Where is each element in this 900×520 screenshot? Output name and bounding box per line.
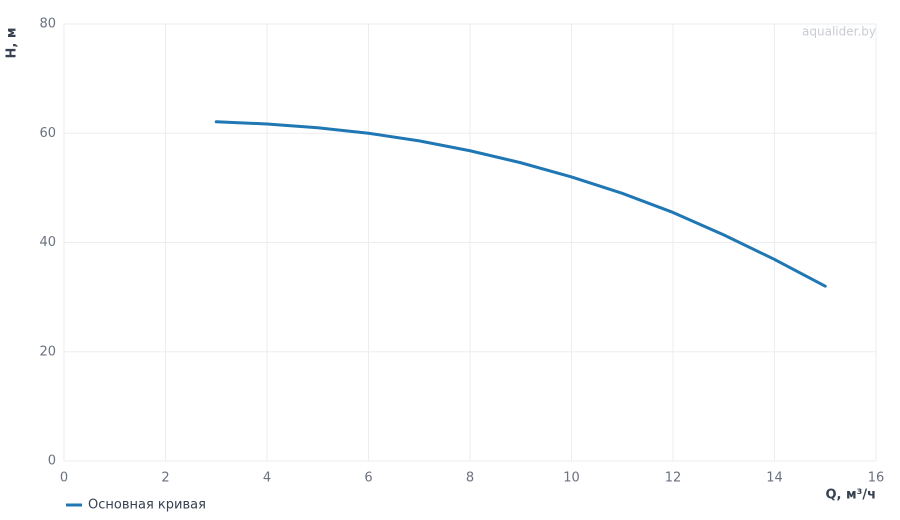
x-tick-label: 2 (161, 471, 169, 486)
y-tick-label: 20 (39, 344, 56, 359)
y-tick-label: 0 (48, 454, 56, 469)
line-series (214, 120, 827, 288)
y-tick-label: 60 (39, 126, 56, 141)
x-tick-label: 14 (766, 471, 783, 486)
y-tick-label: 40 (39, 235, 56, 250)
x-tick-label: 12 (665, 471, 682, 486)
x-tick-label: 16 (868, 471, 885, 486)
x-tick-label: 10 (563, 471, 580, 486)
y-axis-title: H, м (5, 28, 20, 59)
watermark: aqualider.by (802, 25, 876, 39)
legend-label: Основная кривая (88, 498, 206, 513)
x-tick-label: 4 (263, 471, 271, 486)
x-axis-title: Q, м³/ч (825, 488, 876, 503)
x-tick-label: 0 (60, 471, 68, 486)
x-tick-label: 6 (364, 471, 372, 486)
y-tick-label: 80 (39, 17, 56, 32)
x-tick-label: 8 (466, 471, 474, 486)
